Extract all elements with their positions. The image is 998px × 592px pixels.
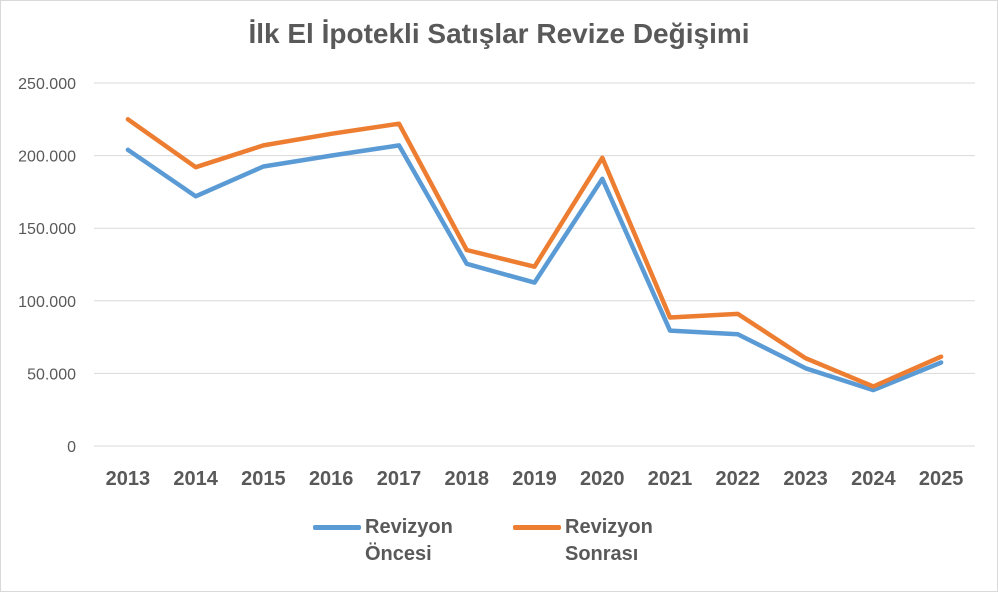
series-lines	[125, 117, 944, 393]
x-tick-label: 2017	[377, 468, 422, 490]
series-line-revizyon-oncesi	[125, 143, 944, 393]
y-tick-label: 250.000	[18, 76, 76, 93]
y-tick-label: 100.000	[18, 294, 76, 311]
chart-title: İlk El İpotekli Satışlar Revize Değişimi	[248, 18, 750, 49]
y-tick-label: 50.000	[27, 366, 76, 383]
y-tick-label: 150.000	[18, 221, 76, 238]
y-tick-label: 200.000	[18, 149, 76, 166]
legend-swatch-revizyon-sonrasi	[513, 525, 561, 530]
x-tick-label: 2024	[851, 468, 896, 490]
x-tick-label: 2021	[648, 468, 693, 490]
legend: Revizyon Öncesi Revizyon Sonrası	[0, 514, 998, 568]
x-tick-label: 2018	[444, 468, 489, 490]
x-tick-label: 2013	[106, 468, 151, 490]
legend-label-revizyon-oncesi: Revizyon Öncesi	[365, 516, 453, 565]
series-line-revizyon-sonrasi	[125, 117, 944, 389]
x-tick-label: 2022	[716, 468, 761, 490]
x-tick-label: 2023	[783, 468, 828, 490]
x-tick-label: 2019	[512, 468, 557, 490]
y-tick-label: 0	[67, 439, 76, 456]
legend-item-revizyon-oncesi: Revizyon Öncesi	[313, 514, 485, 568]
x-tick-label: 2014	[173, 468, 218, 490]
x-tick-label: 2016	[309, 468, 354, 490]
gridlines	[94, 82, 975, 447]
legend-label-revizyon-sonrasi: Revizyon Sonrası	[565, 516, 653, 565]
y-axis-ticks: 0 50.000 100.000 150.000 200.000 250.000	[18, 76, 76, 456]
x-tick-label: 2015	[241, 468, 286, 490]
x-tick-label: 2025	[919, 468, 964, 490]
legend-swatch-revizyon-oncesi	[313, 525, 361, 530]
x-tick-label: 2020	[580, 468, 625, 490]
legend-item-revizyon-sonrasi: Revizyon Sonrası	[513, 514, 685, 568]
x-axis-ticks: 2013 2014 2015 2016 2017 2018 2019 2020 2021 2022…	[106, 468, 964, 490]
